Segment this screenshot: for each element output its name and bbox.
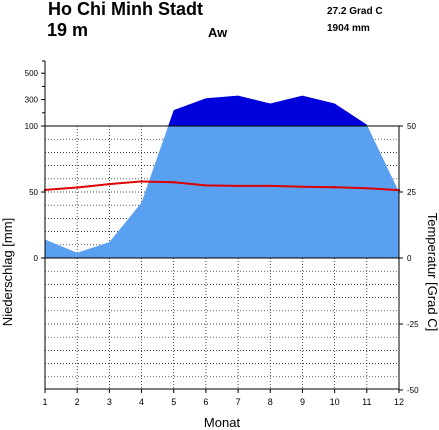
left-tick-label: 50 (29, 188, 38, 197)
axes (41, 60, 403, 393)
temperature-point (108, 182, 111, 186)
right-tick-label: 0 (407, 254, 412, 263)
precipitation-area (45, 95, 399, 258)
temperature-point (269, 184, 272, 188)
temperature-point (172, 181, 175, 184)
x-tick-label: 8 (268, 397, 273, 407)
x-tick-label: 5 (171, 397, 176, 407)
temperature-point (75, 186, 79, 189)
x-tick-label: 2 (75, 397, 80, 407)
left-tick-label: 0 (34, 254, 39, 263)
temperature-point (140, 180, 143, 183)
station-title: Ho Chi Minh Stadt (48, 0, 203, 19)
x-tick-label: 12 (394, 397, 404, 407)
x-tick-label: 6 (203, 397, 208, 407)
x-tick-label: 7 (236, 397, 241, 407)
x-tick-label: 3 (107, 397, 112, 407)
elevation-label: 19 m (47, 20, 89, 40)
temperature-series-line (44, 180, 400, 192)
right-tick-label: -25 (407, 320, 419, 329)
left-tick-label: 300 (25, 96, 39, 105)
right-tick-label: -50 (407, 386, 419, 395)
right-tick-label: 25 (407, 188, 416, 197)
climate-class-label: Aw (208, 25, 228, 40)
y-axis-label-left: Niederschlag [mm] (0, 218, 15, 326)
temperature-point (333, 186, 336, 189)
x-tick-label: 10 (330, 397, 340, 407)
temperature-point (236, 184, 240, 188)
annual-precipitation-label: 1904 mm (327, 23, 370, 34)
x-tick-label: 4 (139, 397, 144, 407)
x-axis-label: Monat (204, 415, 241, 430)
x-tick-label: 11 (362, 397, 371, 407)
mean-temperature-label: 27.2 Grad C (327, 6, 383, 17)
x-tick-label: 9 (300, 397, 305, 407)
temperature-point (365, 187, 369, 190)
temperature-line (43, 180, 401, 192)
left-tick-label: 100 (25, 122, 39, 131)
temperature-point (204, 184, 208, 187)
right-tick-label: 50 (407, 122, 416, 131)
y-axis-label-right: Temperatur [Grad C] (425, 213, 439, 332)
left-tick-label: 500 (25, 69, 39, 78)
precipitation-excess-fill (168, 95, 368, 126)
temperature-point (301, 185, 304, 188)
precipitation-fill (45, 126, 399, 258)
x-tick-label: 1 (42, 397, 47, 407)
